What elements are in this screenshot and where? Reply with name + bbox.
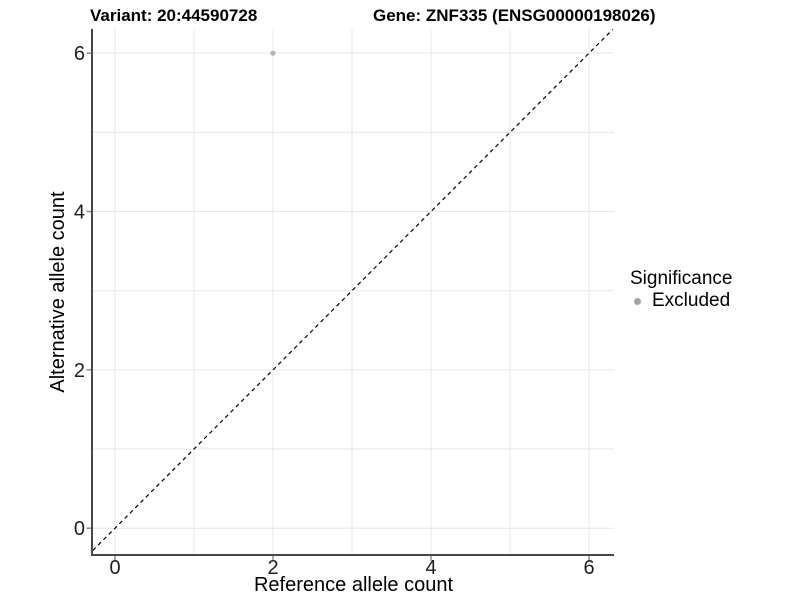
legend: Significance Excluded [628,269,732,311]
x-tick-label: 6 [583,557,594,579]
gene-title: Gene: ZNF335 (ENSG00000198026) [373,6,656,25]
y-tick-label: 6 [74,43,85,65]
identity-line [92,29,614,551]
legend-item-excluded: Excluded [628,291,732,311]
y-axis-label: Alternative allele count [47,191,69,393]
legend-item-label: Excluded [652,290,731,311]
x-tick-label: 2 [267,557,278,579]
x-tick-label: 4 [425,557,436,579]
y-tick-label: 2 [74,360,85,382]
x-tick-label: 0 [109,557,120,579]
x-axis-label: Reference allele count [253,574,453,596]
y-tick-label: 4 [74,202,85,224]
y-tick-label: 0 [74,518,85,540]
variant-title: Variant: 20:44590728 [90,6,258,25]
legend-title: Significance [630,268,733,289]
excluded-point-swatch [634,297,641,305]
data-point [270,50,276,56]
